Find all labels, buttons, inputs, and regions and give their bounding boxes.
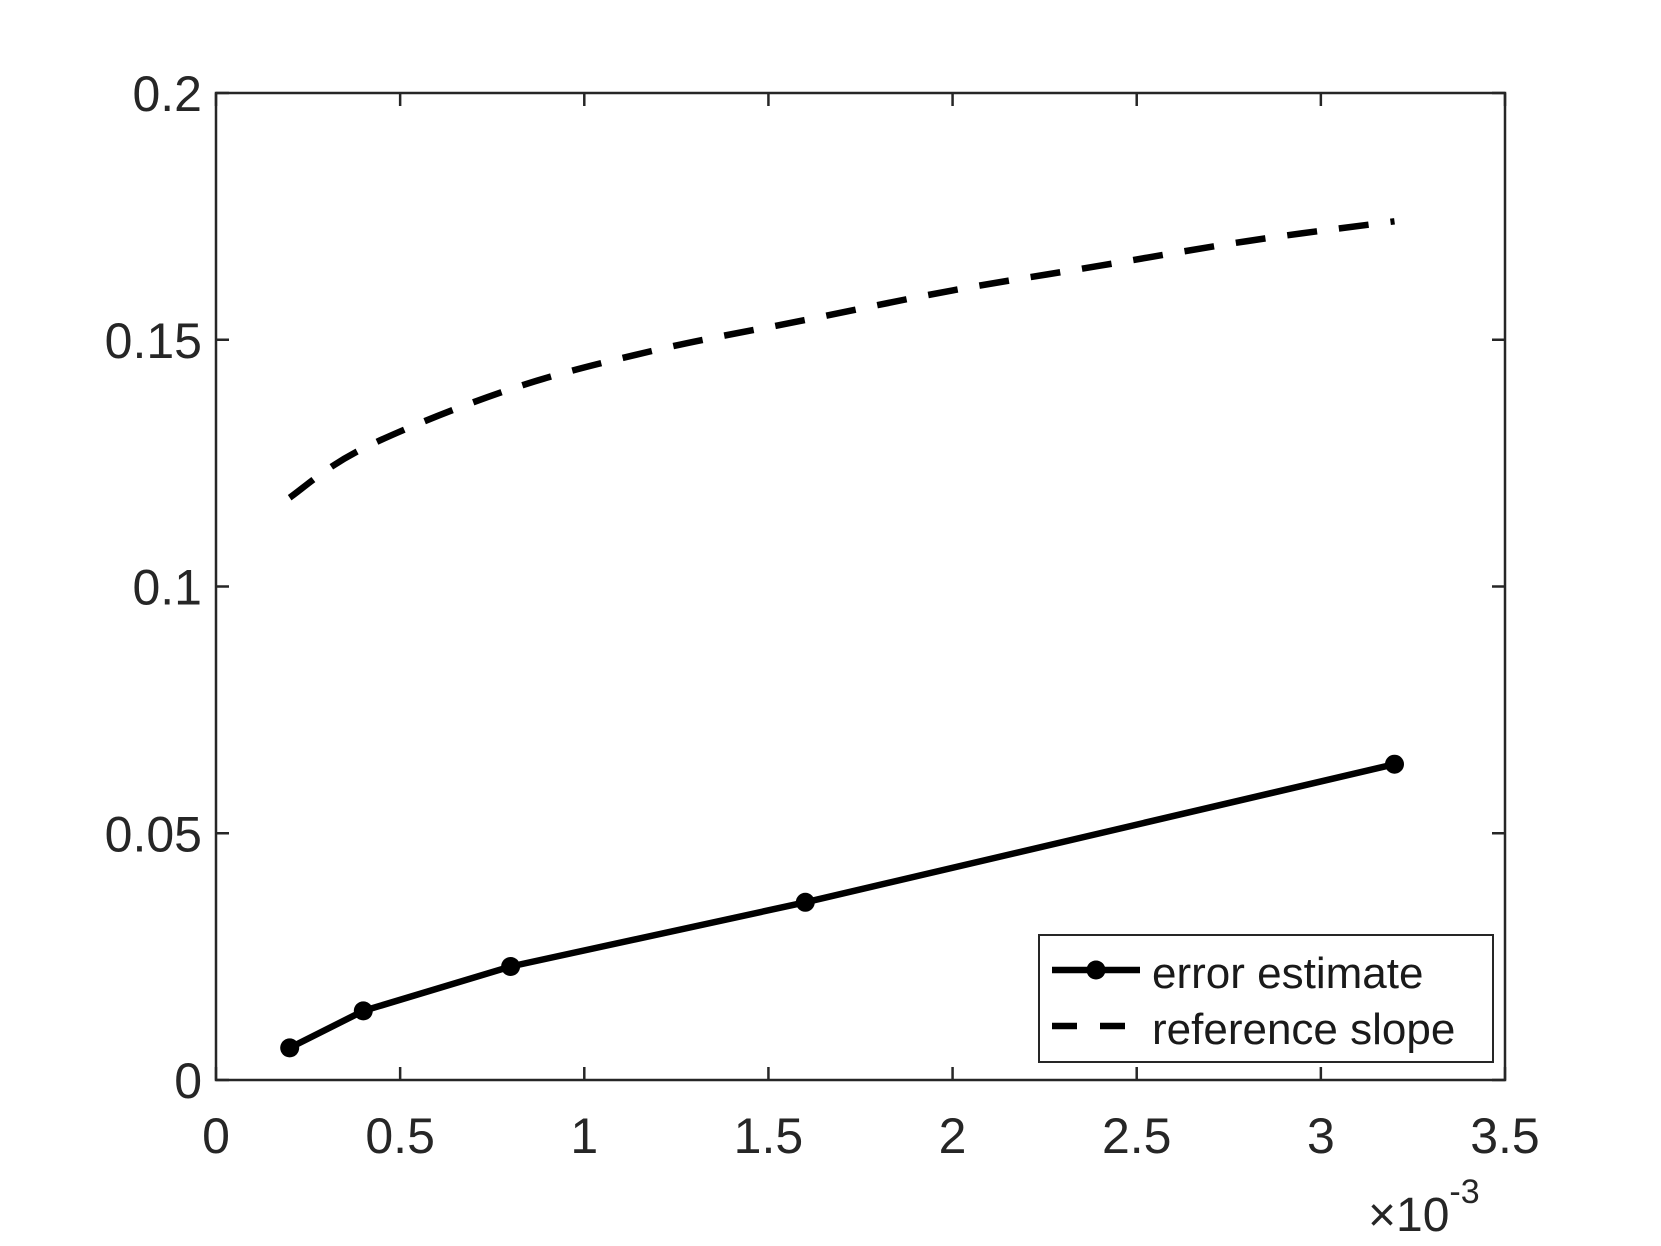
x-axis-tick-label: 2.5	[1102, 1108, 1172, 1164]
x-axis-multiplier-label: ×10-3	[1368, 1173, 1480, 1242]
axis-offset-group: ×10-3	[1368, 1173, 1480, 1242]
y-axis-tick-label: 0.15	[105, 313, 202, 369]
data-series-group	[280, 218, 1404, 1058]
y-axis-tick-label: 0	[174, 1053, 202, 1109]
y-axis-tick-label: 0.1	[132, 560, 202, 616]
x-axis-tick-label: 0	[202, 1108, 230, 1164]
axes-box-group	[214, 91, 1507, 1082]
legend-group: error estimate reference slope	[1038, 934, 1494, 1063]
x-axis-tick-label: 1.5	[734, 1108, 804, 1164]
x-axis-tick-label: 1	[570, 1108, 598, 1164]
x-axis-tick-label: 2	[939, 1108, 967, 1164]
x-axis-tick-label: 0.5	[365, 1108, 435, 1164]
x-axis-multiplier-exponent: -3	[1449, 1173, 1479, 1211]
error-estimate-marker	[501, 957, 521, 976]
legend-box	[1038, 934, 1494, 1063]
y-axis-tick-label: 0.05	[105, 806, 202, 862]
y-axis-tick-label: 0.2	[132, 66, 202, 122]
error-estimate-marker	[280, 1038, 300, 1058]
legend-label-error-estimate: error estimate	[1152, 949, 1423, 998]
legend-sample-marker	[1086, 960, 1106, 980]
x-axis-multiplier-base: ×10	[1368, 1189, 1449, 1242]
x-axis-tick-label: 3.5	[1470, 1108, 1540, 1164]
legend-label-reference-slope: reference slope	[1152, 1005, 1455, 1054]
error-estimate-marker	[353, 1001, 373, 1021]
x-axis-tick-label: 3	[1307, 1108, 1335, 1164]
error-estimate-marker	[1385, 754, 1404, 774]
plot-area-border	[214, 91, 1507, 1082]
error-estimate-marker	[795, 892, 815, 912]
reference-slope-line	[287, 218, 1395, 501]
axis-tick-labels-group: 0 0.5 1 1.5 2 2.5 3 3.5 0 0.05 0.1 0.15 0.2	[105, 66, 1540, 1164]
